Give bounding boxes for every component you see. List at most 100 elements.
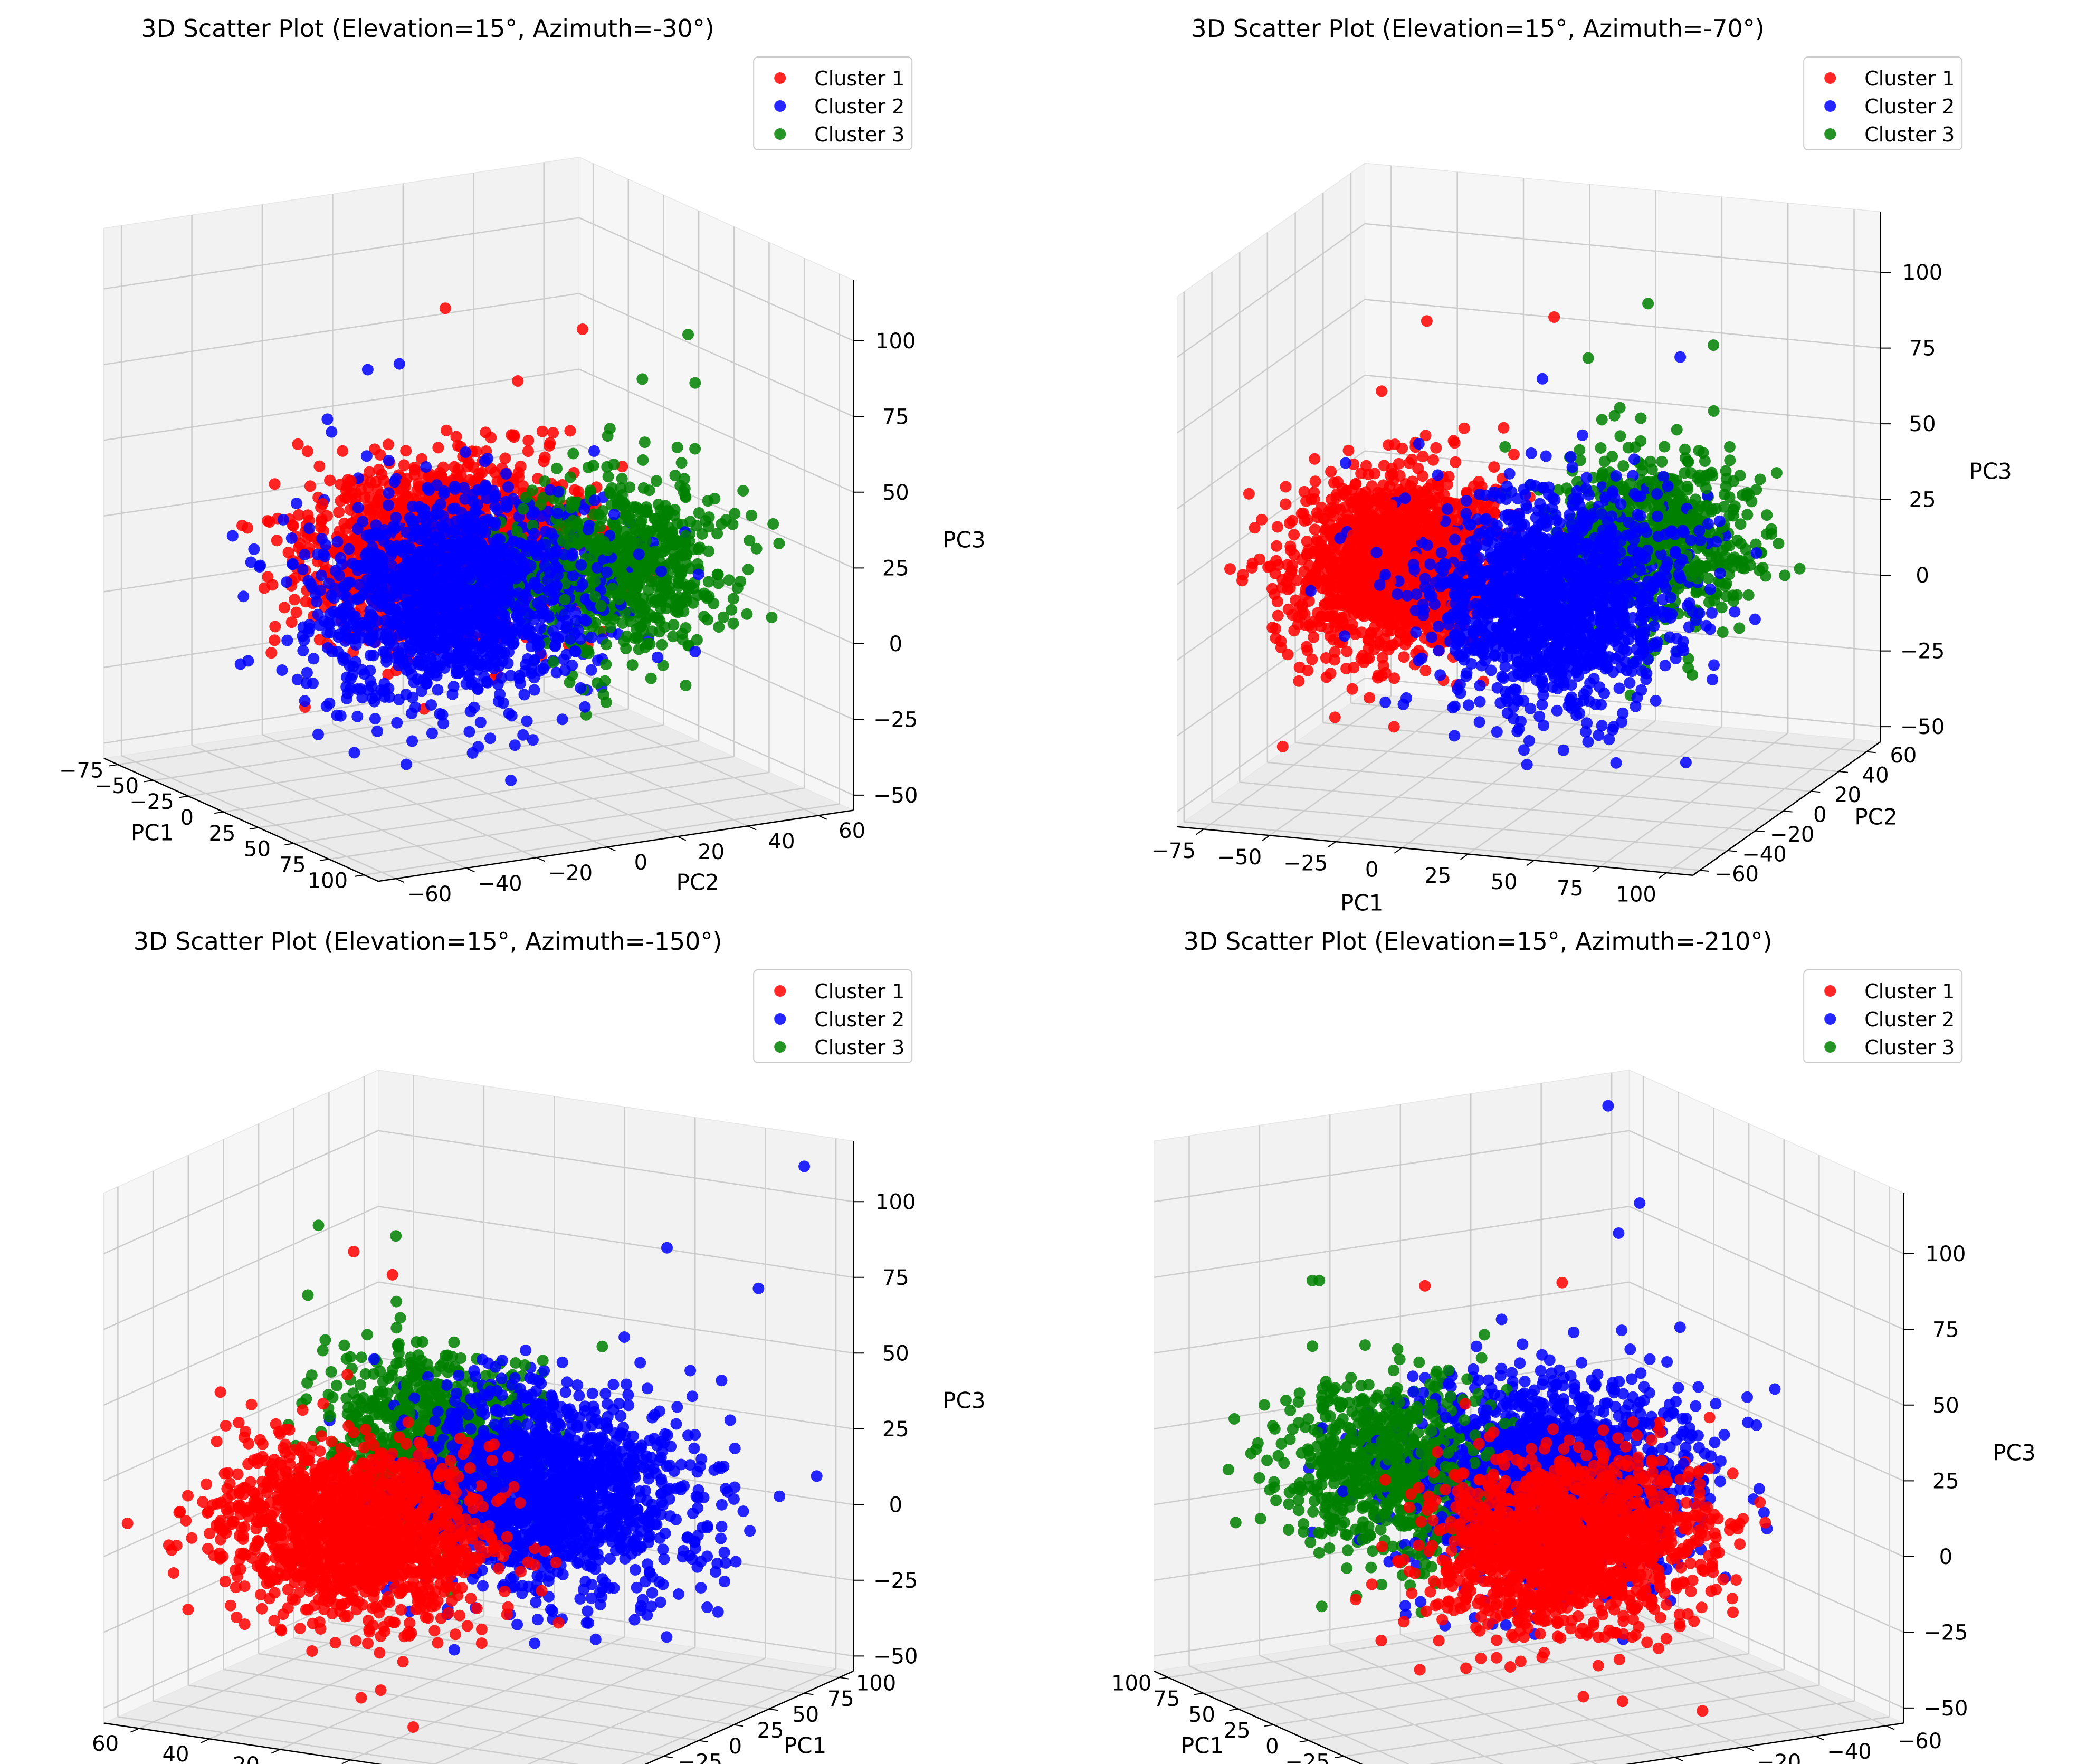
point-cluster-3 xyxy=(589,576,601,588)
x-axis-label: PC1 xyxy=(1340,890,1383,916)
z-tick-label: −25 xyxy=(1900,640,1945,664)
point-cluster-2 xyxy=(389,603,401,615)
point-cluster-1 xyxy=(408,462,421,473)
point-cluster-2 xyxy=(428,527,440,539)
point-cluster-1 xyxy=(398,478,410,490)
point-cluster-2 xyxy=(498,576,510,588)
point-cluster-2 xyxy=(576,578,588,590)
point-cluster-2 xyxy=(303,522,315,535)
point-cluster-2 xyxy=(281,634,293,646)
point-cluster-1 xyxy=(285,616,298,628)
point-cluster-2 xyxy=(528,528,540,540)
point-cluster-3 xyxy=(633,643,645,655)
point-cluster-2 xyxy=(351,710,364,722)
z-tick-label: 0 xyxy=(889,632,902,656)
y-tick-label-tick xyxy=(677,836,687,841)
axis-lines xyxy=(103,280,854,882)
point-cluster-1 xyxy=(364,466,375,478)
point-cluster-1 xyxy=(1417,451,1429,463)
point-cluster-1 xyxy=(382,438,394,451)
point-cluster-3 xyxy=(745,509,757,521)
point-cluster-2 xyxy=(521,715,533,727)
point-cluster-2 xyxy=(429,592,441,603)
point-cluster-3 xyxy=(1659,441,1671,453)
point-cluster-1 xyxy=(1298,514,1310,527)
point-cluster-3 xyxy=(680,680,692,691)
point-cluster-3 xyxy=(1642,298,1654,310)
x-tick-label-tick xyxy=(179,795,188,798)
x-tick-label: 100 xyxy=(1616,883,1656,907)
grid-y-floor xyxy=(473,702,748,827)
point-cluster-1 xyxy=(363,504,375,516)
x-tick-label-tick xyxy=(144,779,154,783)
y-tick-label-tick xyxy=(1755,830,1765,833)
point-cluster-2 xyxy=(427,556,439,568)
point-cluster-2 xyxy=(417,505,429,517)
point-cluster-1 xyxy=(512,375,524,387)
point-cluster-2 xyxy=(226,530,239,542)
point-cluster-3 xyxy=(653,595,665,607)
point-cluster-3 xyxy=(675,457,688,469)
point-cluster-3 xyxy=(678,605,690,617)
point-cluster-3 xyxy=(661,537,673,549)
y-tick-label-tick xyxy=(1866,751,1876,754)
point-cluster-1 xyxy=(365,476,377,489)
point-cluster-2 xyxy=(505,774,517,786)
point-cluster-2 xyxy=(404,512,416,524)
point-cluster-2 xyxy=(377,587,389,599)
z-tick-label: 100 xyxy=(875,329,916,354)
point-cluster-3 xyxy=(600,696,612,708)
point-cluster-3 xyxy=(1596,414,1608,426)
point-cluster-1 xyxy=(1498,422,1510,434)
point-cluster-2 xyxy=(559,608,571,621)
point-cluster-2 xyxy=(393,358,405,370)
point-cluster-2 xyxy=(459,493,471,505)
x-tick-label: 50 xyxy=(1491,870,1518,894)
point-cluster-2 xyxy=(528,684,540,696)
point-cluster-3 xyxy=(565,502,577,514)
y-tick-label-tick xyxy=(1727,850,1737,852)
point-cluster-2 xyxy=(499,609,511,622)
legend-label-1: Cluster 1 xyxy=(814,67,904,90)
point-cluster-2 xyxy=(549,560,561,573)
point-cluster-2 xyxy=(388,476,401,488)
point-cluster-2 xyxy=(459,616,471,628)
x-tick-label: −50 xyxy=(1217,845,1262,870)
point-cluster-3 xyxy=(680,530,692,542)
point-cluster-2 xyxy=(518,689,530,701)
point-cluster-1 xyxy=(289,594,301,606)
point-cluster-2 xyxy=(482,623,494,635)
point-cluster-2 xyxy=(364,579,376,592)
y-tick-label-tick xyxy=(607,846,616,852)
point-cluster-2 xyxy=(585,631,597,643)
point-cluster-2 xyxy=(552,633,564,645)
point-cluster-2 xyxy=(401,758,412,770)
point-cluster-2 xyxy=(297,630,309,642)
point-cluster-3 xyxy=(637,625,650,637)
y-axis-label: PC2 xyxy=(1854,804,1897,829)
legend-label-3: Cluster 3 xyxy=(814,123,904,146)
point-cluster-2 xyxy=(377,646,389,658)
point-cluster-1 xyxy=(544,440,556,452)
point-cluster-2 xyxy=(308,653,320,665)
point-cluster-1 xyxy=(1329,711,1341,723)
subplot-2: −75 −50 −25 0 25 50 75 100−60−40−200204060−50−2… xyxy=(1151,14,2012,916)
point-cluster-2 xyxy=(335,552,347,564)
point-cluster-1 xyxy=(258,582,270,594)
y-tick-label: 40 xyxy=(768,829,795,854)
point-cluster-2 xyxy=(561,621,573,633)
point-cluster-2 xyxy=(517,729,529,741)
point-cluster-2 xyxy=(320,539,332,551)
point-cluster-3 xyxy=(766,612,778,623)
y-tick-label-tick xyxy=(466,867,475,873)
point-cluster-1 xyxy=(333,506,345,518)
point-cluster-2 xyxy=(321,413,334,425)
point-cluster-2 xyxy=(501,633,513,645)
point-cluster-2 xyxy=(414,561,426,573)
point-cluster-1 xyxy=(400,445,412,457)
point-cluster-3 xyxy=(1770,467,1783,479)
point-cluster-1 xyxy=(1508,449,1520,461)
point-cluster-2 xyxy=(500,468,512,480)
x-tick-label-tick xyxy=(214,811,224,814)
